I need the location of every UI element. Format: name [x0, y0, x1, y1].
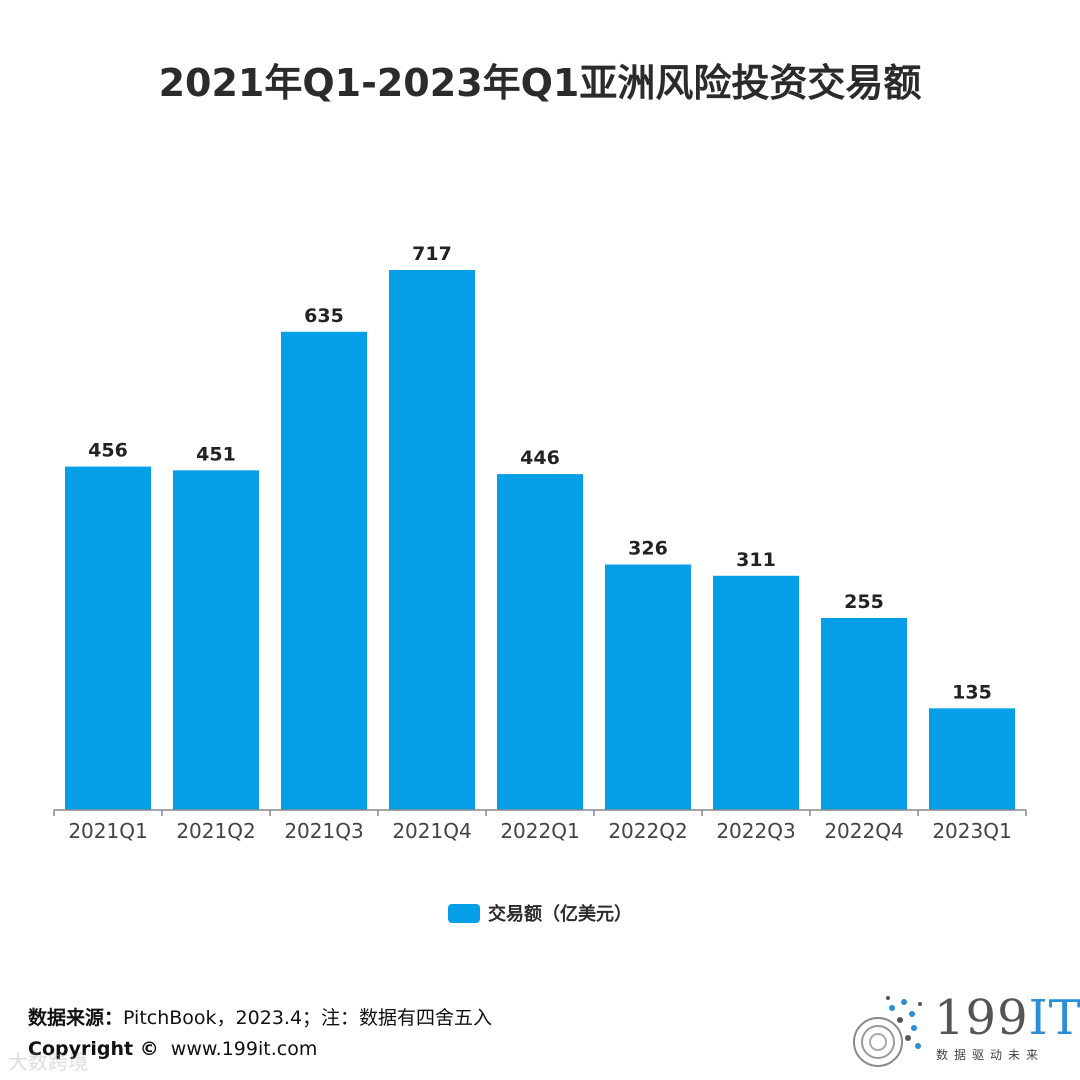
- x-tick-label-2021Q2: 2021Q2: [176, 819, 255, 843]
- bar-2021Q1: [65, 466, 151, 810]
- legend-label: 交易额（亿美元）: [488, 904, 632, 925]
- x-tick-label-2022Q4: 2022Q4: [824, 819, 903, 843]
- copyright-note: Copyright © www.199it.com: [28, 1038, 317, 1060]
- bar-chart: 456 451 635 717 446 326 311 255 135 2021Q1 2021Q2…: [53, 243, 1027, 843]
- logo-dots-icon: [853, 996, 922, 1067]
- value-label-2022Q4: 255: [844, 591, 884, 613]
- copyright-url: www.199it.com: [170, 1038, 318, 1060]
- logo-199it: 199IT 数据驱动未来: [848, 990, 1080, 1070]
- x-tick-label-2022Q1: 2022Q1: [500, 819, 579, 843]
- value-label-2021Q3: 635: [304, 305, 344, 327]
- legend-swatch: [448, 903, 480, 923]
- bar-2021Q4: [389, 270, 475, 810]
- source-note: 数据来源：PitchBook，2023.4；注：数据有四舍五入: [28, 1003, 492, 1030]
- x-tick-label-2023Q1: 2023Q1: [932, 819, 1011, 843]
- value-label-2023Q1: 135: [952, 681, 992, 703]
- value-label-2021Q1: 456: [88, 440, 128, 462]
- value-label-2022Q3: 311: [736, 549, 776, 571]
- chart-title: 2021年Q1-2023年Q1亚洲风险投资交易额: [158, 61, 922, 105]
- value-label-2021Q2: 451: [196, 443, 236, 465]
- bar-2022Q4: [821, 617, 907, 810]
- x-tick-label-2021Q1: 2021Q1: [68, 819, 147, 843]
- x-tick-label-2022Q2: 2022Q2: [608, 819, 687, 843]
- bar-2022Q2: [605, 564, 691, 810]
- value-labels-layer: 456 451 635 717 446 326 311 255 135: [88, 243, 992, 703]
- source-label: 数据来源：: [28, 1007, 124, 1029]
- bar-2023Q1: [929, 708, 1015, 810]
- value-label-2022Q2: 326: [628, 537, 668, 559]
- x-ticks-layer: 2021Q1 2021Q2 2021Q3 2021Q4 2022Q1 2022Q2 2022…: [53, 810, 1027, 843]
- source-text: PitchBook，2023.4；注：数据有四舍五入: [123, 1007, 493, 1029]
- bars-layer: [65, 270, 1015, 810]
- x-tick-label-2021Q4: 2021Q4: [392, 819, 471, 843]
- bar-2021Q2: [173, 470, 259, 810]
- legend: 交易额（亿美元）: [0, 900, 1080, 926]
- bar-2021Q3: [281, 331, 367, 810]
- watermark: 大数跨境: [8, 1050, 88, 1074]
- x-tick-label-2021Q3: 2021Q3: [284, 819, 363, 843]
- bar-2022Q3: [713, 575, 799, 810]
- copyright-label: Copyright ©: [28, 1038, 159, 1060]
- bar-2022Q1: [497, 474, 583, 810]
- logo-wordmark: 199IT: [934, 990, 1080, 1046]
- logo-slogan: 数据驱动未来: [936, 1048, 1045, 1062]
- value-label-2021Q4: 717: [412, 243, 452, 265]
- x-tick-label-2022Q3: 2022Q3: [716, 819, 795, 843]
- value-label-2022Q1: 446: [520, 447, 560, 469]
